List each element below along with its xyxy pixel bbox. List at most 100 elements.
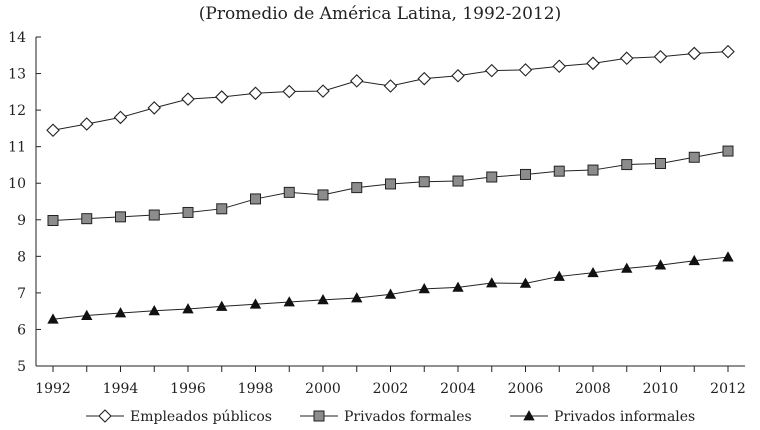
legend-item: Privados informales: [510, 409, 695, 425]
legend-label: Empleados públicos: [130, 409, 272, 425]
y-tick-label: 12: [8, 103, 26, 119]
data-point: [216, 203, 228, 215]
y-tick-label: 7: [17, 286, 26, 302]
data-point: [655, 157, 666, 169]
legend-label: Privados formales: [344, 409, 472, 425]
data-point: [249, 298, 262, 309]
data-point: [688, 254, 700, 266]
data-point: [182, 303, 194, 314]
data-point: [113, 110, 128, 125]
x-tick-label: 1994: [103, 381, 139, 397]
data-point: [47, 215, 59, 227]
data-point: [486, 171, 498, 183]
data-point: [518, 63, 533, 77]
data-point: [283, 296, 295, 307]
data-point: [148, 209, 160, 221]
data-point: [385, 178, 396, 190]
data-point: [722, 145, 734, 157]
data-point: [148, 304, 160, 316]
y-tick-label: 6: [17, 322, 26, 338]
data-point: [452, 175, 464, 187]
data-point: [351, 182, 363, 194]
data-point: [317, 294, 329, 305]
data-point: [552, 59, 567, 74]
data-point: [587, 266, 599, 278]
x-tick-label: 1996: [170, 381, 206, 397]
data-point: [721, 44, 735, 59]
data-point: [181, 92, 195, 106]
x-tick-label: 2006: [508, 381, 544, 397]
data-point: [654, 259, 667, 270]
y-tick-label: 9: [17, 213, 26, 229]
data-point: [653, 49, 668, 64]
x-tick-label: 2010: [643, 381, 679, 397]
legend-label: Privados informales: [554, 409, 695, 425]
series-0: [46, 44, 735, 137]
data-point: [114, 307, 127, 318]
data-point: [79, 117, 94, 131]
data-point: [418, 176, 430, 188]
data-point: [349, 74, 364, 88]
data-point: [47, 313, 59, 324]
legend-item: Privados formales: [300, 409, 472, 425]
data-point: [619, 51, 634, 65]
data-point: [250, 193, 261, 205]
data-point: [722, 251, 734, 262]
data-point: [553, 165, 565, 177]
data-point: [216, 300, 228, 311]
data-point: [586, 56, 600, 71]
data-point: [553, 270, 565, 281]
data-point: [46, 123, 60, 137]
data-point: [418, 283, 430, 294]
data-point: [214, 90, 229, 104]
x-tick-label: 2004: [440, 381, 476, 397]
x-tick-label: 2002: [373, 381, 409, 397]
data-point: [486, 277, 498, 288]
data-point: [621, 159, 633, 171]
data-point: [621, 262, 633, 273]
data-point: [248, 86, 263, 101]
series-2: [47, 251, 734, 324]
legend-marker: [523, 410, 535, 421]
y-tick-label: 13: [8, 67, 26, 83]
x-tick-label: 2012: [710, 381, 746, 397]
y-tick-label: 11: [8, 140, 26, 156]
x-tick-label: 1998: [238, 381, 274, 397]
data-point: [81, 309, 93, 320]
data-point: [384, 288, 397, 299]
axes: 5 6 7 8 9 10 11 12 13 14 1992 1994 1996 1998 2000 2002 2…: [8, 30, 746, 397]
legend-item: Empleados públicos: [86, 409, 272, 425]
data-point: [282, 84, 297, 99]
data-point: [182, 206, 194, 218]
x-tick-label: 2008: [575, 381, 611, 397]
data-point: [520, 168, 531, 180]
legend-marker: [313, 410, 325, 422]
x-tick-label: 1992: [35, 381, 71, 397]
y-tick-label: 14: [8, 30, 26, 46]
data-point: [383, 79, 398, 93]
data-point: [484, 63, 499, 78]
chart-title: (Promedio de América Latina, 1992-2012): [198, 4, 562, 24]
data-point: [316, 84, 330, 98]
legend-marker: [98, 409, 112, 423]
data-point: [519, 277, 532, 288]
data-point: [587, 164, 599, 176]
data-point: [688, 151, 700, 163]
data-point: [317, 189, 329, 201]
data-point: [283, 186, 295, 198]
data-point: [81, 213, 93, 225]
data-point: [451, 68, 465, 83]
y-tick-label: 8: [17, 249, 26, 265]
data-point: [115, 211, 126, 223]
x-tick-label: 2000: [305, 381, 341, 397]
data-point: [452, 281, 464, 292]
y-tick-label: 10: [8, 176, 26, 192]
series-1: [47, 145, 734, 227]
data-point: [147, 101, 162, 115]
data-point: [417, 71, 432, 86]
data-point: [687, 46, 702, 61]
y-tick-label: 5: [17, 359, 26, 375]
data-point: [351, 292, 363, 303]
series-group: [46, 44, 735, 324]
